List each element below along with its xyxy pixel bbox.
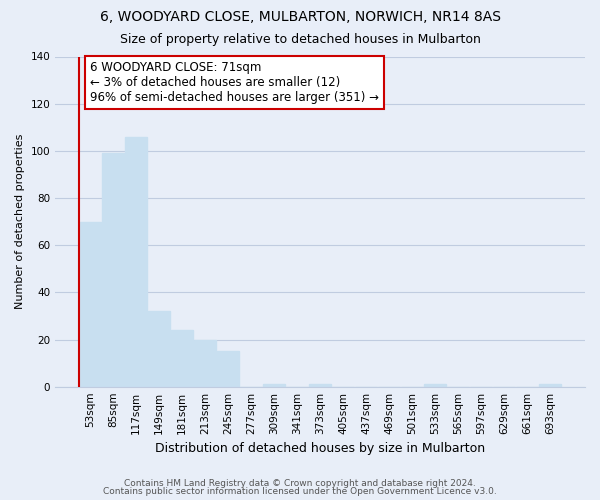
- Text: Contains HM Land Registry data © Crown copyright and database right 2024.: Contains HM Land Registry data © Crown c…: [124, 478, 476, 488]
- Y-axis label: Number of detached properties: Number of detached properties: [15, 134, 25, 310]
- Bar: [539, 384, 561, 386]
- Bar: [263, 384, 285, 386]
- Bar: [424, 384, 446, 386]
- Text: Contains public sector information licensed under the Open Government Licence v3: Contains public sector information licen…: [103, 487, 497, 496]
- Bar: [194, 340, 216, 386]
- X-axis label: Distribution of detached houses by size in Mulbarton: Distribution of detached houses by size …: [155, 442, 485, 455]
- Bar: [125, 136, 147, 386]
- Bar: [309, 384, 331, 386]
- Bar: [79, 222, 101, 386]
- Bar: [171, 330, 193, 386]
- Text: Size of property relative to detached houses in Mulbarton: Size of property relative to detached ho…: [119, 32, 481, 46]
- Bar: [148, 311, 170, 386]
- Bar: [217, 352, 239, 386]
- Text: 6 WOODYARD CLOSE: 71sqm
← 3% of detached houses are smaller (12)
96% of semi-det: 6 WOODYARD CLOSE: 71sqm ← 3% of detached…: [90, 61, 379, 104]
- Bar: [102, 153, 124, 386]
- Text: 6, WOODYARD CLOSE, MULBARTON, NORWICH, NR14 8AS: 6, WOODYARD CLOSE, MULBARTON, NORWICH, N…: [100, 10, 500, 24]
